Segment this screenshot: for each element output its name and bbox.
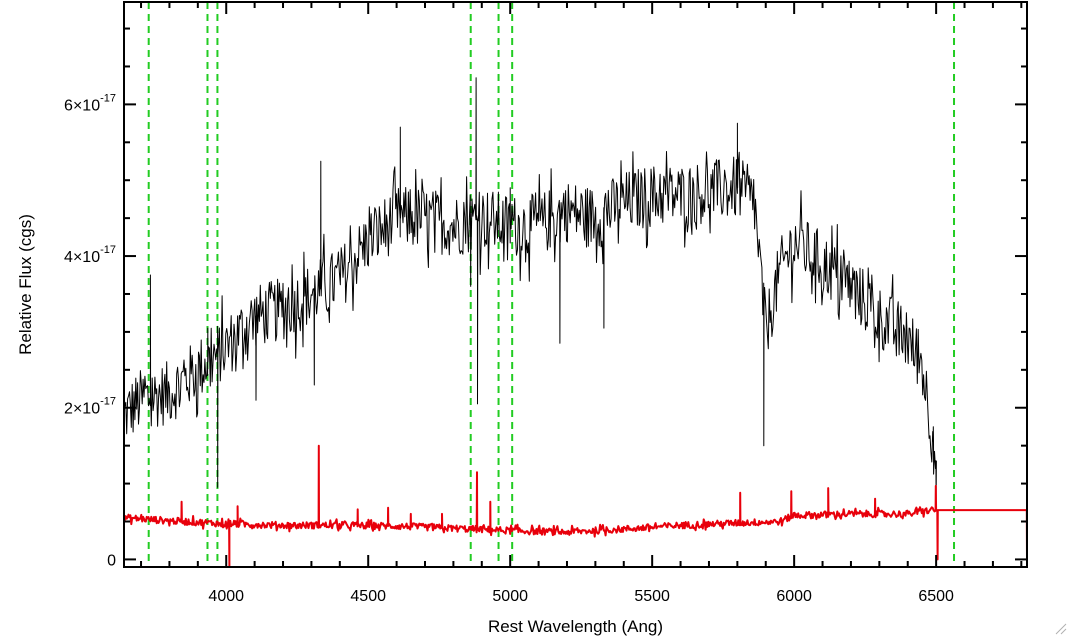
y-tick-exponent: -17	[100, 396, 116, 408]
error-spectrum-line	[123, 444, 1028, 568]
y-tick-label: 4×10-17	[64, 244, 116, 266]
y-tick-mantissa: 4×10	[64, 249, 100, 266]
plot-frame	[123, 1, 1028, 568]
x-tick-label: 6000	[776, 588, 812, 605]
y-tick-label: 0	[107, 552, 116, 569]
x-tick-label: 5500	[634, 588, 670, 605]
x-tick-label: 4000	[208, 588, 244, 605]
x-tick-label: 6500	[918, 588, 954, 605]
y-tick-mantissa: 2×10	[64, 401, 100, 418]
x-tick-label: 5000	[492, 588, 528, 605]
y-tick-exponent: -17	[100, 92, 116, 104]
resize-grip-icon[interactable]	[1055, 623, 1067, 635]
y-tick-label: 2×10-17	[64, 396, 116, 418]
y-tick-label: 6×10-17	[64, 92, 116, 114]
y-tick-exponent: -17	[100, 244, 116, 256]
y-axis-title: Relative Flux (cgs)	[16, 214, 35, 355]
flux-spectrum-line	[123, 77, 937, 500]
y-tick-mantissa: 6×10	[64, 97, 100, 114]
x-axis-title: Rest Wavelength (Ang)	[488, 617, 663, 636]
y-axis-ticks: 02×10-174×10-176×10-17	[64, 27, 1027, 569]
x-axis-ticks: 4000 4500 5000 5500 6000 6500	[140, 2, 1023, 605]
x-tick-label: 4500	[350, 588, 386, 605]
data-series	[123, 77, 1028, 568]
